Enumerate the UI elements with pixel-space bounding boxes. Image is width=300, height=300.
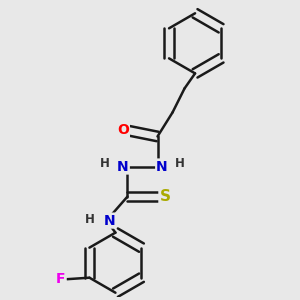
Text: H: H [175,157,185,170]
Text: F: F [56,272,66,286]
Text: N: N [103,214,115,228]
Text: O: O [117,124,129,137]
Text: H: H [100,157,110,170]
Text: H: H [85,213,95,226]
Text: S: S [160,189,170,204]
Text: N: N [156,160,168,173]
Text: N: N [117,160,129,173]
